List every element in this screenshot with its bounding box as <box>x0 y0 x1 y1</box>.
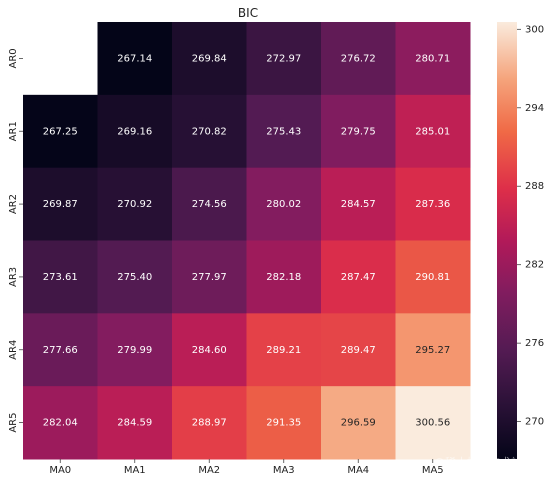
colorbar-tick-label: 294 <box>525 103 544 114</box>
heatmap-cell-label: 295.27 <box>415 345 450 356</box>
chart-title: BIC <box>238 6 258 20</box>
heatmap-cell-label: 270.92 <box>117 199 152 210</box>
heatmap-cell-ar5-ma2 <box>172 386 247 460</box>
heatmap-cell-label: 291.35 <box>266 418 301 429</box>
heatmap-cell-ar3-ma0 <box>23 240 98 314</box>
heatmap-cell-label: 275.40 <box>117 272 152 283</box>
heatmap-cell-label: 276.72 <box>341 53 376 64</box>
heatmap-cell-ar3-ma4 <box>321 240 396 314</box>
heatmap-cell-ar0-ma5 <box>395 22 471 96</box>
x-axis-tick-label: MA1 <box>124 465 146 476</box>
heatmap-cell-label: 282.18 <box>266 272 301 283</box>
heatmap-cell-label: 270.82 <box>192 126 227 137</box>
heatmap-cell-label: 284.57 <box>341 199 376 210</box>
heatmap-cell-ar1-ma2 <box>172 94 247 169</box>
heatmap-cell-ar2-ma1 <box>97 167 173 241</box>
heatmap-cell-ar4-ma0 <box>23 313 98 387</box>
heatmap-cell-ar1-ma0 <box>23 94 98 169</box>
heatmap-cell-ar0-ma4 <box>321 22 396 96</box>
y-axis-tick-label: AR5 <box>8 413 19 433</box>
colorbar <box>497 22 517 459</box>
heatmap-cell-ar1-ma5 <box>395 94 471 169</box>
heatmap-cell-ar3-ma5 <box>395 240 471 314</box>
heatmap-cell-ar2-ma3 <box>246 167 322 241</box>
heatmap-cell-label: 279.99 <box>117 345 152 356</box>
heatmap-cell-ar1-ma4 <box>321 94 396 169</box>
heatmap-cell-label: 284.59 <box>117 418 152 429</box>
heatmap-cell-label: 284.60 <box>192 345 227 356</box>
heatmap-cell-ar2-ma4 <box>321 167 396 241</box>
heatmap-cell-ar4-ma1 <box>97 313 173 387</box>
heatmap-cell-label: 267.25 <box>43 126 78 137</box>
colorbar-tick-label: 300 <box>525 24 544 35</box>
heatmap-cell-ar3-ma2 <box>172 240 247 314</box>
y-axis-tick-label: AR2 <box>8 194 19 214</box>
heatmap-cell-ar5-ma1 <box>97 386 173 460</box>
y-axis-tick-label: AR1 <box>8 121 19 141</box>
heatmap-cell-label: 290.81 <box>415 272 450 283</box>
heatmap-cell-label: 288.97 <box>192 418 227 429</box>
heatmap-cell-label: 273.61 <box>43 272 78 283</box>
heatmap-cell-ar4-ma2 <box>172 313 247 387</box>
heatmap-cell-label: 300.56 <box>415 418 450 429</box>
heatmap-cell-ar5-ma3 <box>246 386 322 460</box>
y-axis-tick-labels: AR0 AR1 AR2 AR3 AR4 AR5 <box>8 48 23 433</box>
heatmap-cell-ar1-ma3 <box>246 94 322 169</box>
heatmap-cell-label: 269.87 <box>43 199 78 210</box>
heatmap-cell-label: 272.97 <box>266 53 301 64</box>
y-axis-tick-label: AR0 <box>8 48 19 68</box>
colorbar-tick-label: 288 <box>525 181 544 192</box>
x-axis-tick-label: MA5 <box>422 465 444 476</box>
heatmap-cell-label: 274.56 <box>192 199 227 210</box>
heatmap-cell-ar5-ma4 <box>321 386 396 460</box>
y-axis-tick-label: AR4 <box>8 340 19 360</box>
x-axis-tick-label: MA0 <box>49 465 71 476</box>
y-axis-tick-label: AR3 <box>8 267 19 287</box>
heatmap-cell-label: 279.75 <box>341 126 376 137</box>
heatmap-cell-label: 289.47 <box>341 345 376 356</box>
heatmap-cell-ar5-ma0 <box>23 386 98 460</box>
heatmap-cell-label: 269.84 <box>192 53 227 64</box>
heatmap-cell-label: 280.71 <box>415 53 450 64</box>
heatmap-cell-ar3-ma3 <box>246 240 322 314</box>
heatmap-cell-ar4-ma3 <box>246 313 322 387</box>
heatmap-cell-label: 280.02 <box>266 199 301 210</box>
heatmap-cell-ar2-ma5 <box>395 167 471 241</box>
heatmap-cell-ar4-ma4 <box>321 313 396 387</box>
x-axis-tick-label: MA3 <box>273 465 295 476</box>
x-axis-tick-label: MA4 <box>347 465 369 476</box>
heatmap-cell-label: 277.97 <box>192 272 227 283</box>
heatmap-cell-ar0-ma2 <box>172 22 247 96</box>
colorbar-tick-label: 276 <box>525 338 544 349</box>
heatmap-cell-ar0-ma3 <box>246 22 322 96</box>
heatmap-cell-ar3-ma1 <box>97 240 173 314</box>
colorbar-tick-label: 282 <box>525 260 544 271</box>
heatmap-cell-ar2-ma2 <box>172 167 247 241</box>
colorbar-tick-labels: 270 276 282 288 294 300 <box>517 24 544 428</box>
heatmap-cell-ar5-ma5 <box>395 386 471 460</box>
colorbar-tick-label: 270 <box>525 417 544 428</box>
watermark-text: @稀土掘金技术社区 <box>434 455 533 469</box>
heatmap-cell-label: 277.66 <box>43 345 78 356</box>
heatmap-cell-label: 282.04 <box>43 418 78 429</box>
x-axis-tick-label: MA2 <box>198 465 220 476</box>
heatmap-cell-ar0-ma1 <box>97 22 173 96</box>
heatmap-cell-ar2-ma0 <box>23 167 98 241</box>
heatmap-cell-label: 269.16 <box>117 126 152 137</box>
heatmap-cell-label: 275.43 <box>266 126 301 137</box>
heatmap-cell-label: 267.14 <box>117 53 152 64</box>
heatmap-cell-label: 285.01 <box>415 126 450 137</box>
x-axis-tick-labels: MA0 MA1 MA2 MA3 MA4 MA5 <box>49 459 444 476</box>
heatmap-cell-ar4-ma5 <box>395 313 471 387</box>
heatmap-cells: 267.14 269.84 272.97 276.72 280.71 267.25 269.… <box>23 22 471 460</box>
heatmap-cell-ar1-ma1 <box>97 94 173 169</box>
heatmap-cell-label: 287.36 <box>415 199 450 210</box>
heatmap-cell-label: 289.21 <box>266 345 301 356</box>
heatmap-cell-label: 287.47 <box>341 272 376 283</box>
heatmap-cell-label: 296.59 <box>341 418 376 429</box>
